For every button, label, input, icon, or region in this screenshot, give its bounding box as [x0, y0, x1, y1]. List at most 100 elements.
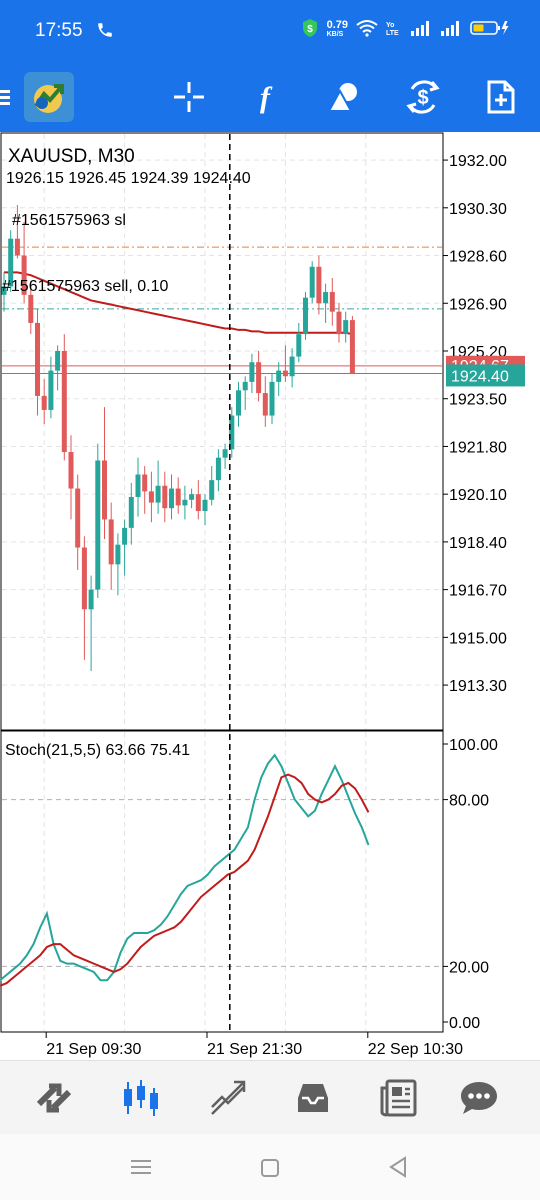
candle-body [28, 294, 34, 323]
candle-body [209, 480, 215, 500]
candle-body [169, 488, 174, 509]
history-icon [298, 1084, 328, 1112]
moving-average-line [4, 271, 353, 336]
crosshair-icon [174, 82, 204, 112]
back-icon[interactable] [388, 1156, 408, 1183]
candle-body [316, 266, 322, 304]
stoch-tick-label: 0.00 [449, 1015, 480, 1032]
candle-body [236, 390, 241, 416]
price-tick-label: 1930.30 [449, 201, 507, 218]
candle-body [222, 449, 228, 458]
candle-body [122, 527, 128, 545]
nav-quotes[interactable] [30, 1073, 80, 1123]
candle-body [249, 362, 255, 382]
ask-price-badge [446, 364, 525, 387]
price-tick-label: 1915.00 [449, 630, 507, 647]
price-tick-label: 1932.00 [449, 153, 507, 170]
candle-body [1, 286, 7, 295]
ask-price-label: 1924.40 [451, 368, 509, 385]
volte-icon: Yo LTE [386, 21, 399, 37]
candle-body [175, 488, 181, 506]
price-chart[interactable]: 1932.001930.301928.601926.901925.201923.… [0, 132, 540, 1060]
candle-body [148, 491, 154, 503]
candle-body [336, 311, 342, 335]
candle-body [68, 452, 74, 489]
candle-body [102, 460, 107, 520]
time-tick-label: 22 Sep 10:30 [368, 1041, 463, 1058]
stoch-tick-label: 80.00 [449, 793, 489, 810]
dollar-shield-icon: $ [301, 18, 319, 41]
nav-history[interactable] [288, 1073, 338, 1123]
svg-text:$: $ [307, 24, 313, 35]
candle-body [189, 494, 195, 500]
candle-body [155, 485, 161, 503]
candle-body [75, 488, 81, 548]
menu-button[interactable] [0, 70, 22, 124]
chart-symbol: XAUUSD, M30 [8, 146, 135, 167]
trade-icon [211, 1080, 246, 1115]
candle-body [162, 485, 168, 509]
candle-body [303, 297, 308, 335]
stoch-main-line [0, 753, 370, 982]
chart-icon [124, 1080, 158, 1116]
price-pane-frame [0, 132, 444, 731]
new-chart-button[interactable] [474, 70, 528, 124]
bottom-navigation [0, 1060, 540, 1135]
battery-icon [470, 19, 510, 40]
candle-body [135, 474, 141, 497]
objects-button[interactable] [317, 70, 371, 124]
home-icon[interactable] [260, 1158, 280, 1183]
recents-icon[interactable] [131, 1158, 151, 1181]
candle-body [282, 370, 288, 377]
sl-label: #1561575963 sl [12, 212, 126, 229]
candle-body [182, 499, 188, 506]
chart-area[interactable]: 1932.00 1930.30 1928.60 1926.90 1925.20 1923.… [0, 132, 540, 1060]
stoch-tick-label: 20.00 [449, 959, 489, 976]
candle-body [35, 322, 40, 396]
candle-body [215, 457, 221, 481]
price-tick-label: 1921.80 [449, 439, 507, 456]
price-tick-label: 1923.50 [449, 392, 507, 409]
stoch-label: Stoch(21,5,5) 63.66 75.41 [5, 742, 190, 759]
crosshair-button[interactable] [162, 70, 216, 124]
app-logo-icon [24, 72, 74, 122]
candle-body [242, 381, 248, 391]
price-tick-label: 1928.60 [449, 249, 507, 266]
candle-body [88, 589, 94, 610]
candle-body [309, 266, 315, 298]
new-chart-icon [487, 80, 515, 114]
candle-body [48, 370, 54, 410]
price-tick-label: 1913.30 [449, 678, 507, 695]
candle-body [343, 320, 349, 335]
stoch-signal-line [0, 773, 370, 987]
candle-body [108, 519, 114, 565]
candle-body [329, 292, 335, 312]
candle-body [8, 238, 14, 287]
nav-messages[interactable] [454, 1073, 504, 1123]
candle-body [296, 334, 302, 357]
time-tick-label: 21 Sep 21:30 [207, 1041, 302, 1058]
status-time: 17:55 [35, 20, 83, 41]
candle-body [115, 544, 121, 565]
candle-body [128, 496, 134, 528]
system-navigation-bar [0, 1134, 540, 1200]
price-tick-label: 1918.40 [449, 535, 507, 552]
svg-text:f: f [260, 81, 273, 114]
candle-body [95, 460, 101, 590]
app-logo-button[interactable] [22, 70, 76, 124]
trade-button[interactable]: $ [396, 70, 450, 124]
nav-trade[interactable] [203, 1073, 253, 1123]
indicators-button[interactable]: f [238, 70, 292, 124]
messages-icon [461, 1082, 497, 1114]
price-tick-label: 1916.70 [449, 583, 507, 600]
candle-body [269, 381, 275, 416]
candle-body [21, 255, 27, 295]
price-tick-label: 1926.90 [449, 296, 507, 313]
candle-body [256, 362, 262, 394]
chart-ohlc: 1926.15 1926.45 1924.39 1924.40 [6, 170, 251, 187]
candle-body [289, 356, 295, 377]
nav-chart[interactable] [116, 1073, 166, 1123]
candle-body [262, 393, 268, 416]
stoch-pane-frame [0, 730, 444, 1033]
nav-news[interactable] [374, 1073, 424, 1123]
